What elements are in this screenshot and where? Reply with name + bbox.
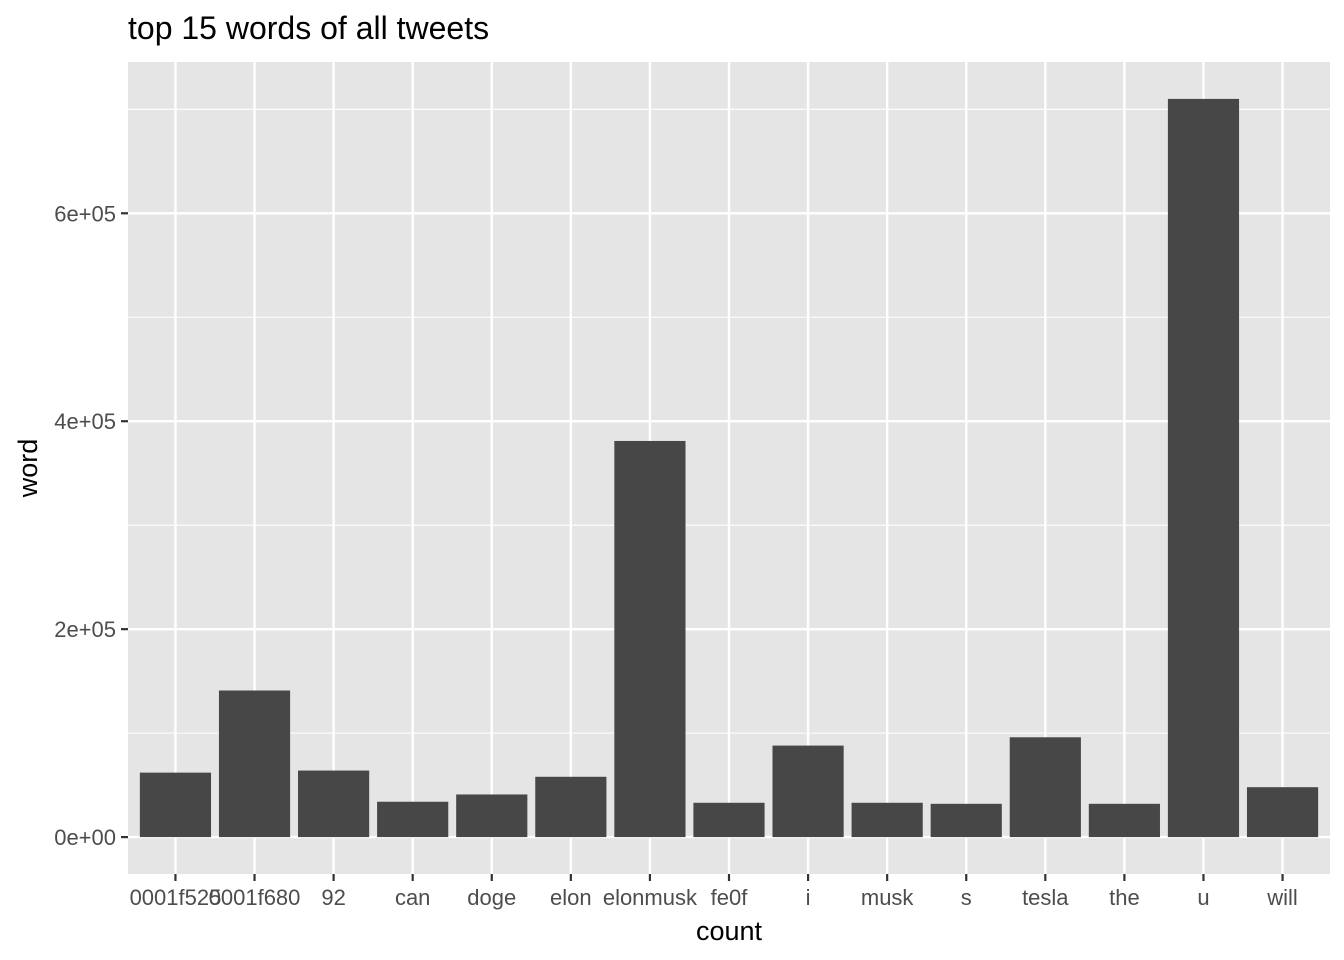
bar-elon — [535, 776, 607, 838]
y-axis-title: word — [13, 439, 43, 499]
bar-tesla — [1009, 737, 1081, 838]
bars — [139, 98, 1319, 838]
x-tick-label: tesla — [1022, 885, 1069, 910]
x-tick-label: 92 — [321, 885, 345, 910]
x-tick-label: can — [395, 885, 430, 910]
x-tick-label: the — [1109, 885, 1140, 910]
bar-fe0f — [693, 802, 765, 838]
x-tick-label: will — [1266, 885, 1298, 910]
bar-i — [772, 745, 844, 838]
bar-s — [930, 803, 1002, 838]
x-tick-label: 0001f680 — [209, 885, 301, 910]
x-tick-label: 0001f525 — [130, 885, 222, 910]
x-tick-label: u — [1197, 885, 1209, 910]
x-tick-label: elon — [550, 885, 592, 910]
bar-doge — [456, 794, 528, 838]
x-tick-label: musk — [861, 885, 915, 910]
bar-0001f525 — [139, 772, 212, 838]
bar-u — [1167, 98, 1240, 838]
x-axis-title: count — [696, 916, 763, 946]
chart-title: top 15 words of all tweets — [128, 10, 489, 46]
y-tick-label: 6e+05 — [54, 201, 116, 226]
x-tick-label: s — [961, 885, 972, 910]
y-tick-label: 4e+05 — [54, 409, 116, 434]
bar-musk — [851, 802, 923, 838]
y-tick-label: 2e+05 — [54, 617, 116, 642]
x-tick-label: doge — [467, 885, 516, 910]
bar-the — [1088, 803, 1160, 838]
x-tick-label: fe0f — [711, 885, 749, 910]
x-tick-label: elonmusk — [603, 885, 698, 910]
bar-will — [1246, 787, 1319, 838]
y-tick-label: 0e+00 — [54, 825, 116, 850]
bar-92 — [298, 770, 370, 838]
bar-elonmusk — [614, 440, 686, 838]
bar-0001f680 — [218, 690, 291, 838]
y-axis: 0e+00 2e+05 4e+05 6e+05 — [54, 201, 128, 850]
x-tick-label: i — [806, 885, 811, 910]
bar-can — [377, 801, 449, 838]
